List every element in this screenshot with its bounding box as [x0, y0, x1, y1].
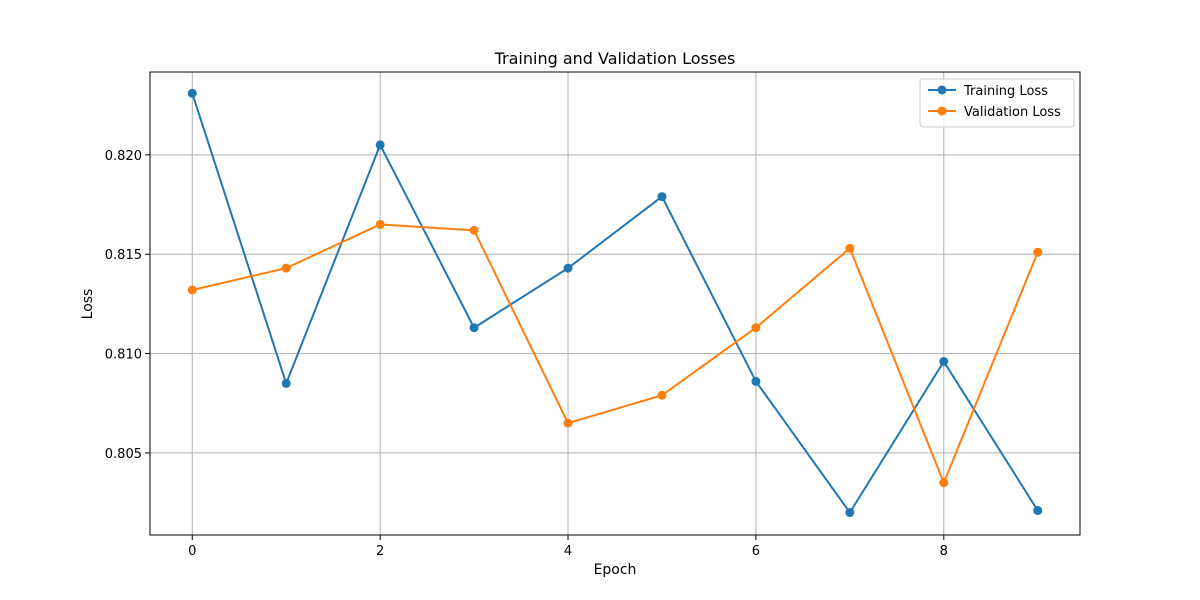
series-layer — [187, 88, 1043, 518]
legend-validation-marker — [937, 106, 947, 116]
plot-frame — [149, 71, 1081, 536]
training-loss-point — [469, 323, 479, 333]
y-tick-label: 0.815 — [105, 248, 142, 263]
training-loss-point — [375, 140, 385, 150]
training-loss-point — [751, 376, 761, 386]
x-tick-label: 4 — [564, 544, 572, 559]
x-tick-label: 2 — [376, 544, 384, 559]
legend-training-label: Training Loss — [963, 84, 1048, 99]
validation-loss-point — [187, 285, 197, 295]
y-axis-label: Loss — [80, 289, 96, 320]
validation-loss-point — [939, 478, 949, 488]
chart-title: Training and Validation Losses — [494, 49, 736, 68]
x-tick-label: 0 — [188, 544, 196, 559]
training-loss-point — [845, 508, 855, 518]
x-axis: 0 2 4 6 8 — [188, 535, 948, 559]
validation-loss-point — [281, 263, 291, 273]
training-loss-series — [187, 88, 1043, 518]
training-loss-point — [281, 378, 291, 388]
grid — [150, 72, 1080, 535]
validation-loss-point — [563, 418, 573, 428]
y-tick-label: 0.820 — [105, 149, 142, 164]
y-tick-label: 0.805 — [105, 447, 142, 462]
validation-loss-point — [1033, 247, 1043, 257]
training-loss-point — [563, 263, 573, 273]
x-tick-label: 8 — [940, 544, 948, 559]
validation-loss-point — [657, 390, 667, 400]
training-loss-point — [939, 357, 949, 367]
x-tick-label: 6 — [752, 544, 760, 559]
validation-loss-point — [751, 323, 761, 333]
legend-training-marker — [937, 85, 947, 95]
y-tick-label: 0.810 — [105, 348, 142, 363]
training-loss-line — [191, 92, 1039, 514]
y-axis: 0.805 0.810 0.815 0.820 — [105, 149, 150, 462]
legend-box — [919, 78, 1075, 128]
x-axis-label: Epoch — [594, 562, 637, 578]
training-loss-point — [657, 192, 667, 202]
legend: Training Loss Validation Loss — [919, 78, 1075, 128]
legend-validation-label: Validation Loss — [964, 105, 1061, 120]
validation-loss-point — [845, 243, 855, 253]
validation-loss-line — [192, 223, 1039, 484]
validation-loss-point — [469, 225, 479, 235]
validation-loss-series — [187, 219, 1043, 488]
training-loss-point — [1033, 506, 1043, 516]
training-loss-point — [187, 88, 197, 98]
validation-loss-point — [375, 219, 385, 229]
